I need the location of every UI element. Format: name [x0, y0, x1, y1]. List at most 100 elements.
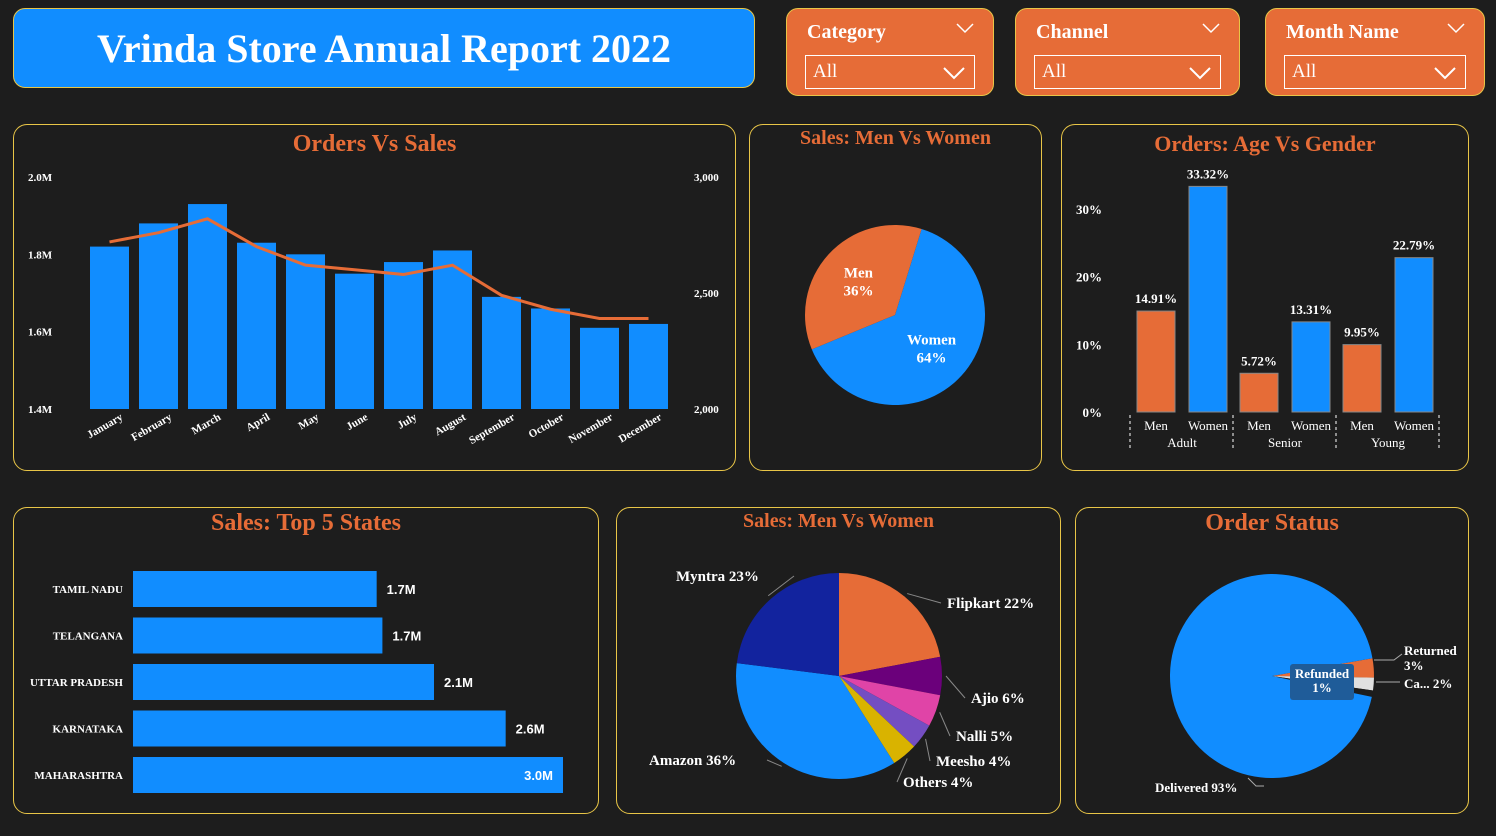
left-axis-tick: 1.6M: [28, 327, 53, 339]
slicer-month-dropdown[interactable]: All: [1284, 55, 1466, 89]
left-axis-tick: 2.0M: [28, 172, 53, 184]
slice-label: Men: [844, 266, 874, 282]
status-label: Ca... 2%: [1404, 676, 1452, 691]
channel-slice: [736, 573, 839, 676]
state-value-label: 2.6M: [516, 722, 545, 737]
month-label: March: [190, 411, 223, 437]
status-label: Returned: [1404, 643, 1457, 658]
gender-label: Women: [1394, 418, 1435, 433]
chevron-down-icon[interactable]: [955, 21, 975, 35]
status-value: 1%: [1312, 680, 1332, 695]
slicer-category-value: All: [813, 61, 838, 82]
sales-men-women-pie: Women 64% Men 36%: [805, 225, 985, 405]
channel-slice: [839, 676, 930, 747]
sales-bar: [580, 327, 619, 409]
month-label: November: [567, 411, 615, 446]
channel-sales-title: Sales: Men Vs Women: [743, 510, 934, 532]
sales-bar: [482, 296, 521, 409]
month-label: May: [296, 411, 321, 432]
y-axis-tick: 0%: [1083, 405, 1103, 420]
slicer-channel-dropdown[interactable]: All: [1034, 55, 1221, 89]
bar-data-label: 22.79%: [1393, 238, 1435, 253]
month-label: June: [344, 411, 370, 433]
chevron-down-icon[interactable]: [1188, 65, 1212, 81]
leader-line: [767, 575, 795, 597]
report-title: Vrinda Store Annual Report 2022: [96, 25, 672, 71]
state-label: KARNATAKA: [53, 724, 124, 736]
sales-men-women-title: Sales: Men Vs Women: [800, 127, 991, 149]
top-states-title: Sales: Top 5 States: [210, 510, 402, 536]
slicer-month-value: All: [1292, 61, 1317, 82]
channel-label: Myntra 23%: [676, 569, 759, 585]
status-value: 3%: [1404, 658, 1424, 673]
sales-bar: [188, 204, 227, 409]
sales-bar: [384, 262, 423, 409]
gender-label: Women: [1188, 418, 1229, 433]
orders-vs-sales-chart: 1.4M 1.6M 1.8M 2.0M 2,000 2,500 3,000 January Fe…: [28, 172, 719, 447]
sales-bar: [629, 323, 668, 409]
top-states-panel: Sales: Top 5 States TAMIL NADU 1.7M TELANG…: [13, 507, 599, 814]
refunded-label-bg: [1290, 664, 1354, 700]
state-value-label: 1.7M: [387, 582, 416, 597]
chevron-down-icon[interactable]: [1433, 65, 1457, 81]
state-bar: [133, 664, 434, 700]
state-value-label: 2.1M: [444, 675, 473, 690]
state-value-label: 1.7M: [392, 629, 421, 644]
slicer-channel[interactable]: Channel All: [1015, 8, 1240, 96]
leader-line: [907, 593, 942, 604]
y-axis-tick: 30%: [1076, 202, 1102, 217]
orders-line: [109, 217, 649, 321]
bar-data-label: 9.95%: [1344, 325, 1380, 340]
slicer-month-name[interactable]: Month Name All: [1265, 8, 1485, 96]
channel-slice: [839, 676, 941, 726]
right-axis-tick: 2,000: [694, 404, 719, 416]
state-label: TAMIL NADU: [53, 584, 123, 596]
sales-bar: [237, 242, 276, 409]
leader-line: [1374, 653, 1403, 661]
month-label: September: [467, 411, 517, 447]
sales-bar: [139, 223, 178, 409]
channel-label: Meesho 4%: [936, 754, 1011, 770]
gender-label: Men: [1144, 418, 1168, 433]
month-label: July: [396, 411, 420, 432]
leader-line: [939, 712, 951, 737]
sales-bar: [90, 246, 129, 409]
bar-data-label: 33.32%: [1187, 166, 1229, 181]
age-group-label: Young: [1371, 435, 1406, 450]
chevron-down-icon[interactable]: [1201, 21, 1221, 35]
pie-slice-women: [811, 229, 985, 405]
slice-value: 36%: [843, 284, 873, 300]
channel-slice: [839, 656, 942, 696]
state-value-label: 3.0M: [524, 768, 553, 783]
chevron-down-icon[interactable]: [1446, 21, 1466, 35]
slicer-category[interactable]: Category All: [786, 8, 994, 96]
left-axis-tick: 1.4M: [28, 404, 53, 416]
leader-line: [945, 675, 966, 699]
channel-slice: [839, 573, 941, 676]
report-title-banner: Vrinda Store Annual Report 2022: [13, 8, 755, 88]
channel-slice: [839, 676, 915, 763]
channel-label: Flipkart 22%: [947, 596, 1034, 612]
age-gender-bar: [1188, 185, 1228, 413]
sales-men-women-panel: Sales: Men Vs Women Women 64% Men 36%: [749, 124, 1042, 471]
right-axis-tick: 3,000: [694, 172, 719, 184]
age-gender-bar: [1291, 321, 1331, 413]
slice-value: 64%: [917, 350, 947, 366]
status-label: Refunded: [1295, 666, 1350, 681]
right-axis-tick: 2,500: [694, 288, 719, 300]
slicer-category-dropdown[interactable]: All: [805, 55, 975, 89]
order-status-panel: Order Status Returned 3% Ca... 2% Refunded 1…: [1075, 507, 1469, 814]
y-axis-tick: 10%: [1076, 337, 1102, 352]
orders-age-gender-chart: 0% 10% 20% 30% 14.91% Men 33.32% Women Adult 5.72…: [1076, 166, 1440, 451]
pie-slice-men: [805, 225, 922, 350]
month-label: October: [527, 411, 566, 441]
order-status-title: Order Status: [1205, 510, 1339, 536]
channel-slice: [736, 663, 895, 779]
state-label: TELANGANA: [53, 631, 123, 643]
chevron-down-icon[interactable]: [942, 65, 966, 81]
channel-sales-panel: Sales: Men Vs Women Flipkart 22% Ajio 6% N…: [616, 507, 1061, 814]
slicer-category-title: Category: [807, 21, 886, 43]
age-gender-bar: [1136, 310, 1176, 413]
month-label: April: [244, 411, 272, 434]
